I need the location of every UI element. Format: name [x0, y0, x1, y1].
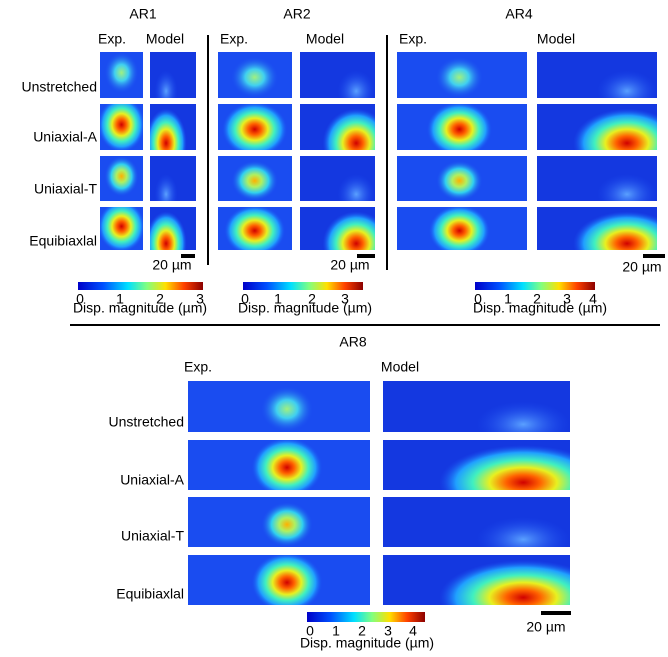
scale-bar-label: 20 µm	[330, 257, 369, 273]
heatmap-blob	[104, 156, 138, 197]
heatmap-blob	[231, 57, 279, 98]
colorbar	[307, 612, 425, 622]
row-label: Unstretched	[109, 414, 184, 430]
column-label: Model	[146, 31, 184, 47]
heatmap-blob	[439, 560, 607, 635]
heatmap-blob	[427, 102, 493, 157]
scale-bar-label: 20 µm	[152, 257, 191, 273]
heatmap-blob	[222, 102, 288, 157]
heatmap-blob	[98, 201, 145, 253]
row-label: Equibiaxlal	[29, 233, 97, 249]
panel-title: AR1	[129, 6, 156, 22]
heatmap-blob	[104, 52, 138, 93]
scale-bar-label: 20 µm	[526, 619, 565, 635]
colorbar-label: Disp. magnitude (µm)	[73, 300, 207, 316]
panel-title: AR4	[505, 6, 532, 22]
column-label: Exp.	[184, 359, 212, 375]
figure: AR1Exp.ModelUnstretchedUniaxial-AUniaxia…	[0, 0, 668, 657]
heatmap-blob	[231, 161, 278, 202]
heatmap-blob	[435, 57, 483, 98]
row-label: Uniaxial-A	[33, 129, 97, 145]
row-label: Unstretched	[22, 79, 97, 95]
panel-title: AR2	[283, 6, 310, 22]
column-label: Model	[381, 359, 419, 375]
row-label: Uniaxial-T	[34, 181, 97, 197]
scale-bar-label: 20 µm	[622, 259, 661, 275]
colorbar	[475, 282, 595, 290]
colorbar-label: Disp. magnitude (µm)	[238, 300, 372, 316]
heatmap-blob	[261, 502, 313, 547]
heatmap-blob	[224, 205, 285, 257]
colorbar	[78, 282, 203, 290]
colorbar	[243, 282, 363, 290]
heatmap-blob	[436, 161, 483, 202]
colorbar-label: Disp. magnitude (µm)	[300, 635, 434, 651]
colorbar-label: Disp. magnitude (µm)	[473, 300, 607, 316]
column-label: Exp.	[220, 31, 248, 47]
heatmap-blob	[98, 97, 145, 152]
heatmap-blob	[251, 553, 323, 613]
heatmap-blob	[260, 386, 313, 432]
column-label: Exp.	[98, 31, 126, 47]
row-label: Uniaxial-T	[121, 528, 184, 544]
row-label: Uniaxial-A	[120, 472, 184, 488]
row-label: Equibiaxlal	[116, 586, 184, 602]
panel-title: AR8	[339, 334, 366, 350]
column-label: Model	[306, 31, 344, 47]
column-label: Exp.	[399, 31, 427, 47]
heatmap-blob	[251, 438, 323, 498]
heatmap-blob	[429, 205, 490, 257]
column-label: Model	[537, 31, 575, 47]
